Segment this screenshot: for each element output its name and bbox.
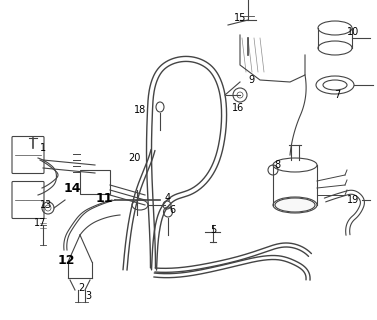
Text: 1: 1 <box>40 143 46 153</box>
Text: 16: 16 <box>232 103 244 113</box>
Text: 6: 6 <box>169 205 175 215</box>
Text: 8: 8 <box>274 160 280 170</box>
Text: 13: 13 <box>40 200 52 210</box>
Text: 17: 17 <box>34 218 46 228</box>
Bar <box>80 170 110 194</box>
Text: 18: 18 <box>134 105 146 115</box>
Text: 10: 10 <box>347 27 359 37</box>
Text: 5: 5 <box>210 225 216 235</box>
Text: 9: 9 <box>248 75 254 85</box>
Text: 19: 19 <box>347 195 359 205</box>
Text: 15: 15 <box>234 13 246 23</box>
Text: 12: 12 <box>57 253 75 267</box>
Text: 7: 7 <box>334 90 340 100</box>
Ellipse shape <box>275 198 315 212</box>
Text: 4: 4 <box>165 193 171 203</box>
Text: 20: 20 <box>128 153 140 163</box>
Text: 3: 3 <box>85 291 91 301</box>
Text: 2: 2 <box>78 283 84 293</box>
Text: 11: 11 <box>95 191 113 204</box>
Text: 14: 14 <box>63 181 81 195</box>
